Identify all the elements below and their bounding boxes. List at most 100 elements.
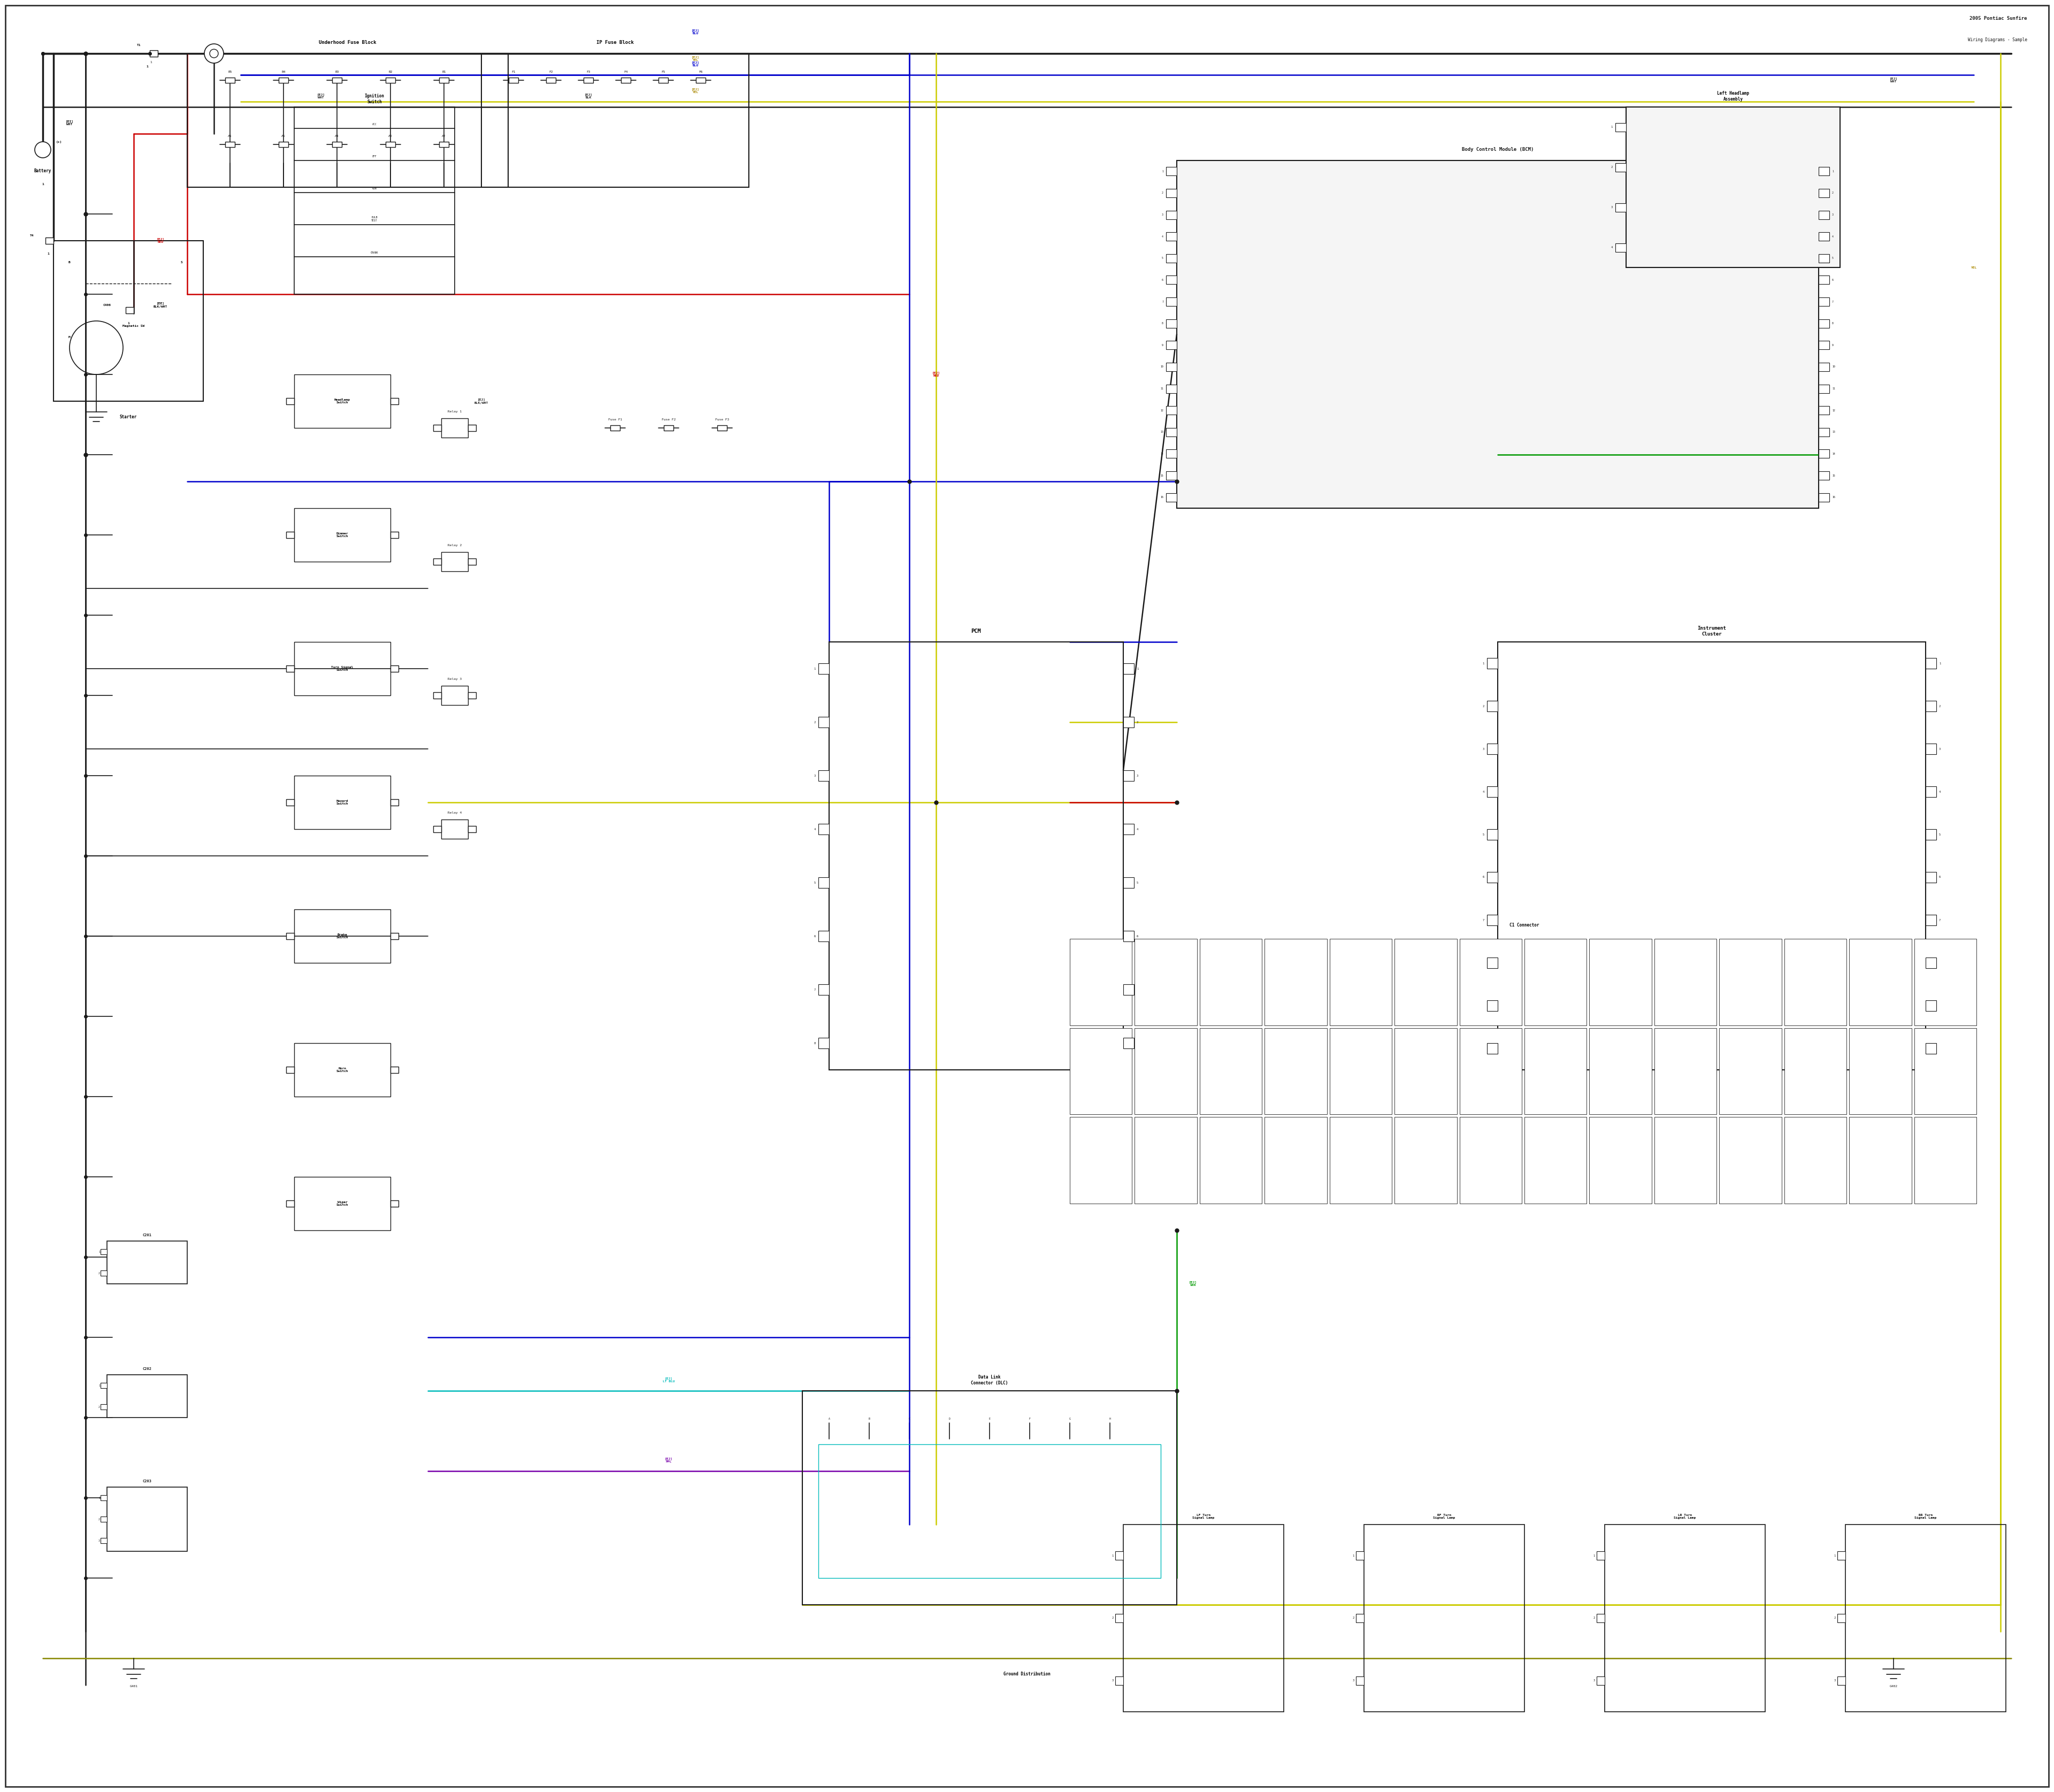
Bar	[1818, 254, 1830, 263]
Text: Instrument
Cluster: Instrument Cluster	[1697, 625, 1725, 636]
Text: 10: 10	[1832, 366, 1834, 369]
Bar	[1124, 717, 1134, 728]
Bar	[1524, 1116, 1588, 1204]
Text: [EE]
BLK/WHT: [EE] BLK/WHT	[154, 303, 168, 308]
Text: Headlamp
Switch: Headlamp Switch	[335, 398, 351, 403]
Bar	[1596, 1615, 1604, 1622]
Bar	[286, 799, 294, 806]
Text: Magnetic SW: Magnetic SW	[123, 324, 144, 328]
Text: 20A: 20A	[661, 79, 665, 82]
Bar	[101, 1516, 107, 1521]
Bar	[442, 686, 468, 704]
Bar	[509, 77, 518, 82]
Bar	[1818, 210, 1830, 219]
Bar	[1070, 1116, 1132, 1204]
Bar	[390, 398, 398, 405]
Bar	[1927, 787, 1937, 797]
Bar	[1356, 1676, 1364, 1684]
Bar	[1265, 1116, 1327, 1204]
Bar	[1115, 1676, 1124, 1684]
Bar	[1627, 108, 1840, 267]
Text: 10A: 10A	[388, 79, 392, 82]
Bar	[1167, 276, 1177, 285]
Bar	[1167, 428, 1177, 437]
Bar	[1653, 1029, 1717, 1115]
Text: 10A: 10A	[719, 426, 725, 430]
Text: B2: B2	[388, 70, 392, 73]
Text: 10A: 10A	[612, 426, 618, 430]
Text: F5: F5	[661, 70, 665, 73]
Bar	[286, 934, 294, 939]
Bar	[817, 984, 830, 995]
Bar	[294, 375, 390, 428]
Bar	[1927, 658, 1937, 668]
Bar	[1487, 830, 1497, 840]
Text: B1: B1	[442, 70, 446, 73]
Bar	[101, 1495, 107, 1500]
Text: 15A: 15A	[548, 79, 553, 82]
Bar	[294, 1177, 390, 1231]
Bar	[663, 425, 674, 430]
Text: +: +	[41, 147, 43, 152]
Bar	[101, 1538, 107, 1543]
Text: Relay 1: Relay 1	[448, 410, 462, 414]
Text: 16: 16	[1161, 496, 1163, 498]
Bar	[1487, 873, 1497, 883]
Text: F1: F1	[511, 70, 516, 73]
Bar	[1487, 744, 1497, 754]
Bar	[1849, 1029, 1912, 1115]
Bar	[1719, 1116, 1781, 1204]
Bar	[1167, 362, 1177, 371]
Bar	[1167, 407, 1177, 414]
Bar	[1167, 297, 1177, 306]
Bar	[1604, 1525, 1764, 1711]
Bar	[1818, 428, 1830, 437]
Bar	[226, 142, 234, 147]
Bar	[1818, 167, 1830, 176]
Bar	[817, 1444, 1161, 1579]
Text: 10A: 10A	[585, 79, 592, 82]
Text: 10A: 10A	[281, 79, 286, 82]
Bar	[390, 934, 398, 939]
Bar	[442, 552, 468, 572]
Bar	[1818, 319, 1830, 328]
Text: 15: 15	[1161, 475, 1163, 477]
Text: B4: B4	[281, 70, 286, 73]
Bar	[1818, 362, 1830, 371]
Bar	[1838, 1615, 1844, 1622]
Bar	[1395, 939, 1456, 1025]
Bar	[1134, 1029, 1197, 1115]
Bar	[1329, 939, 1393, 1025]
Bar	[1818, 276, 1830, 285]
Bar	[1134, 1116, 1197, 1204]
Text: Turn Signal
Switch: Turn Signal Switch	[331, 667, 353, 672]
Bar	[440, 142, 448, 147]
Bar	[101, 1249, 107, 1254]
Bar	[1356, 1615, 1364, 1622]
Bar	[53, 240, 203, 401]
Text: Left Headlamp
Assembly: Left Headlamp Assembly	[1717, 91, 1750, 102]
Text: Wiring Diagrams - Sample: Wiring Diagrams - Sample	[1968, 38, 2027, 43]
Bar	[546, 77, 557, 82]
Bar	[390, 1201, 398, 1206]
Bar	[817, 930, 830, 941]
Bar	[1124, 824, 1134, 835]
Text: G401: G401	[129, 1684, 138, 1688]
Text: [EJ]
BLU: [EJ] BLU	[692, 29, 698, 36]
Bar	[468, 692, 477, 699]
Text: Horn
Switch: Horn Switch	[337, 1066, 349, 1073]
Bar	[1395, 1116, 1456, 1204]
Text: 30A: 30A	[228, 143, 232, 145]
Bar	[1719, 1029, 1781, 1115]
Bar	[468, 559, 477, 564]
Bar	[333, 77, 341, 82]
Text: 14: 14	[1832, 453, 1834, 455]
Text: Fuse F1: Fuse F1	[608, 418, 622, 421]
Bar	[817, 717, 830, 728]
Bar	[1395, 1029, 1456, 1115]
Bar	[1167, 254, 1177, 263]
Text: 15A: 15A	[622, 79, 629, 82]
Text: [EJ]
WHT: [EJ] WHT	[316, 93, 325, 99]
Bar	[1590, 939, 1651, 1025]
Bar	[1177, 161, 1818, 509]
